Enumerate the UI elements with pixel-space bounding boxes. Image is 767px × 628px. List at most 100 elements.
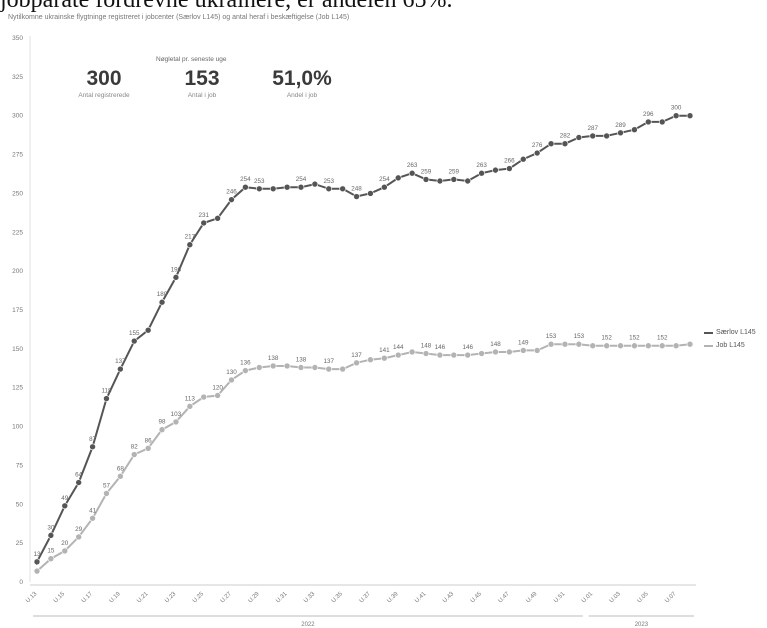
x-tick-label: U.25 bbox=[192, 591, 206, 605]
data-label: 254 bbox=[379, 176, 390, 183]
x-tick-label: U.15 bbox=[53, 591, 67, 605]
data-point bbox=[47, 532, 55, 539]
x-tick-label: U.45 bbox=[470, 591, 484, 605]
data-label: 146 bbox=[462, 344, 473, 351]
data-point bbox=[422, 350, 430, 357]
data-point bbox=[269, 185, 277, 193]
data-point bbox=[672, 112, 680, 120]
y-tick-label: 0 bbox=[19, 579, 23, 586]
data-point bbox=[214, 214, 221, 222]
data-point bbox=[506, 348, 513, 356]
data-label: 253 bbox=[254, 178, 265, 185]
data-point bbox=[89, 443, 96, 451]
data-label: 118 bbox=[101, 388, 112, 395]
x-tick-label: U.43 bbox=[442, 591, 456, 605]
data-label: 180 bbox=[157, 291, 168, 298]
data-label: 41 bbox=[89, 507, 97, 514]
data-point bbox=[589, 342, 597, 350]
y-tick-label: 125 bbox=[12, 385, 23, 392]
data-point bbox=[645, 342, 652, 350]
data-label: 49 bbox=[61, 495, 69, 502]
data-label: 138 bbox=[296, 357, 307, 364]
data-label: 259 bbox=[449, 168, 460, 175]
data-label: 15 bbox=[47, 548, 55, 555]
data-point bbox=[464, 177, 472, 185]
kpi-registered: 300 Antal registrerede bbox=[68, 68, 140, 99]
x-tick-label: U.13 bbox=[25, 591, 39, 605]
y-tick-label: 275 bbox=[12, 152, 23, 159]
kpi-registered-label: Antal registrerede bbox=[78, 92, 130, 99]
data-label: 138 bbox=[268, 355, 279, 362]
data-label: 7 bbox=[35, 560, 39, 567]
data-point bbox=[686, 112, 694, 120]
data-label: 146 bbox=[435, 344, 446, 351]
legend-item-job[interactable]: Job L145 bbox=[704, 339, 756, 352]
data-label: 137 bbox=[115, 358, 126, 365]
data-label: 13 bbox=[33, 551, 41, 558]
data-point bbox=[367, 190, 374, 197]
y-tick-label: 25 bbox=[16, 540, 24, 547]
data-point bbox=[283, 183, 291, 191]
x-tick-label: U.41 bbox=[414, 591, 428, 605]
data-point bbox=[158, 426, 166, 433]
data-label: 263 bbox=[476, 162, 487, 169]
data-point bbox=[631, 342, 638, 350]
data-point bbox=[283, 362, 291, 370]
data-label: 248 bbox=[351, 186, 362, 193]
data-point bbox=[228, 376, 235, 384]
data-point bbox=[255, 185, 263, 193]
data-label: 86 bbox=[145, 437, 153, 444]
data-point bbox=[353, 193, 360, 200]
legend-item-saerlov[interactable]: Særlov L145 bbox=[704, 326, 756, 339]
data-label: 153 bbox=[574, 333, 585, 340]
year-label: 2023 bbox=[635, 622, 649, 628]
data-point bbox=[158, 298, 166, 306]
data-label: 282 bbox=[560, 133, 571, 140]
data-label: 289 bbox=[615, 122, 626, 129]
chart-legend[interactable]: Særlov L145 Job L145 bbox=[704, 326, 756, 352]
data-point bbox=[33, 567, 41, 575]
kpi-share-in-job: 51,0% Andel i job bbox=[262, 68, 342, 99]
data-point bbox=[297, 364, 305, 371]
data-label: 87 bbox=[89, 436, 97, 443]
data-point bbox=[311, 364, 319, 371]
kpi-header: Nøgletal pr. seneste uge bbox=[156, 56, 227, 63]
x-tick-label: U.31 bbox=[275, 591, 289, 605]
data-point bbox=[353, 359, 360, 367]
data-point bbox=[339, 185, 346, 193]
data-point bbox=[478, 169, 485, 177]
data-point bbox=[575, 134, 583, 141]
data-point bbox=[575, 340, 583, 348]
data-label: 300 bbox=[671, 105, 682, 112]
data-point bbox=[297, 183, 305, 191]
x-tick-label: U.17 bbox=[81, 591, 95, 605]
data-point bbox=[436, 351, 444, 359]
data-point bbox=[561, 140, 569, 147]
data-point bbox=[686, 340, 694, 348]
data-point bbox=[658, 342, 666, 350]
legend-swatch-saerlov bbox=[704, 331, 713, 334]
data-point bbox=[242, 367, 249, 374]
data-point bbox=[436, 177, 444, 185]
data-label: 153 bbox=[546, 333, 557, 340]
x-tick-label: U.07 bbox=[664, 591, 678, 605]
x-tick-label: U.33 bbox=[303, 591, 317, 605]
data-point bbox=[75, 479, 82, 486]
data-point bbox=[117, 473, 124, 480]
year-label: 2022 bbox=[301, 622, 315, 628]
data-point bbox=[172, 418, 180, 426]
data-label: 155 bbox=[129, 330, 140, 337]
data-label: 120 bbox=[212, 384, 223, 391]
data-point bbox=[603, 342, 610, 350]
data-point bbox=[408, 169, 416, 177]
data-point bbox=[394, 174, 402, 182]
kpi-share-label: Andel i job bbox=[286, 92, 318, 99]
data-point bbox=[450, 351, 458, 359]
data-label: 296 bbox=[643, 111, 654, 118]
data-point bbox=[255, 364, 263, 371]
data-point bbox=[130, 451, 138, 458]
data-point bbox=[450, 176, 458, 183]
data-point bbox=[533, 149, 541, 157]
